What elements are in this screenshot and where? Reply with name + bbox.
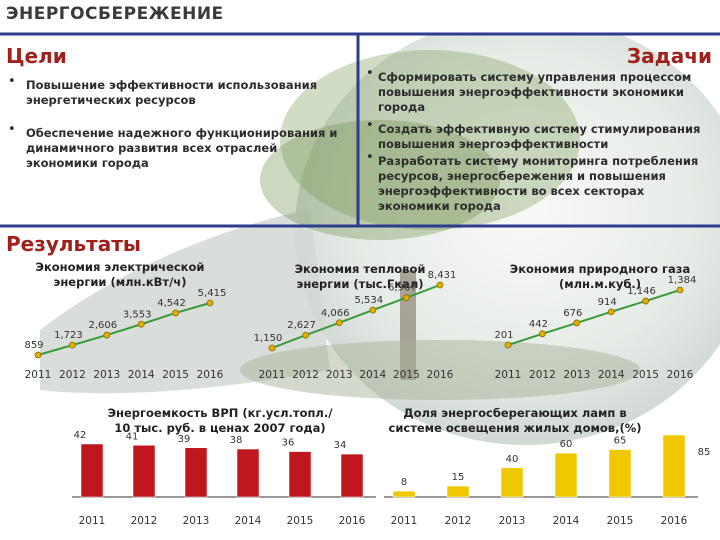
data-label-electricity: 859 (24, 340, 43, 351)
bar-value-label-energy-intensity: 39 (178, 434, 191, 445)
data-label-heat: 8,431 (428, 270, 457, 281)
x-tick-label-gas: 2015 (632, 369, 659, 381)
x-tick-label-lamp-share: 2015 (607, 515, 634, 527)
x-tick-label-energy-intensity: 2015 (287, 515, 314, 527)
data-point-gas (539, 331, 545, 337)
bar-value-label-energy-intensity: 36 (282, 438, 295, 449)
data-label-gas: 201 (494, 330, 513, 341)
data-label-heat: 5,534 (354, 295, 383, 306)
data-point-heat (370, 307, 376, 313)
bar-lamp-share (501, 468, 523, 497)
x-tick-label-energy-intensity: 2012 (131, 515, 158, 527)
bar-value-label-energy-intensity: 38 (230, 435, 243, 446)
x-tick-label-heat: 2014 (359, 369, 386, 381)
data-point-heat (437, 282, 443, 288)
bar-value-label-energy-intensity: 41 (126, 431, 139, 442)
data-point-heat (403, 295, 409, 301)
data-point-electricity (104, 332, 110, 338)
x-tick-label-electricity: 2012 (59, 369, 86, 381)
data-point-heat (303, 332, 309, 338)
data-label-heat: 2,627 (287, 320, 316, 331)
x-tick-label-lamp-share: 2012 (445, 515, 472, 527)
x-tick-label-heat: 2013 (326, 369, 353, 381)
bar-energy-intensity (341, 454, 363, 497)
data-label-electricity: 1,723 (54, 330, 83, 341)
data-label-heat: 1,150 (254, 333, 283, 344)
data-point-electricity (69, 342, 75, 348)
bar-value-label-lamp-share: 85 (698, 447, 711, 458)
data-label-heat: 4,066 (321, 308, 350, 319)
x-tick-label-energy-intensity: 2011 (79, 515, 106, 527)
x-tick-label-electricity: 2013 (93, 369, 120, 381)
data-label-gas: 442 (529, 319, 548, 330)
data-point-gas (643, 298, 649, 304)
data-point-electricity (35, 352, 41, 358)
bar-value-label-lamp-share: 60 (560, 439, 573, 450)
bar-value-label-lamp-share: 8 (401, 477, 407, 488)
data-point-electricity (138, 321, 144, 327)
x-tick-label-lamp-share: 2013 (499, 515, 526, 527)
x-tick-label-lamp-share: 2016 (661, 515, 688, 527)
bar-lamp-share (555, 453, 577, 497)
x-tick-label-electricity: 2014 (128, 369, 155, 381)
bar-lamp-share (609, 450, 631, 497)
bar-energy-intensity (81, 444, 103, 497)
x-tick-label-heat: 2011 (259, 369, 286, 381)
bar-value-label-lamp-share: 15 (452, 472, 465, 483)
bar-value-label-energy-intensity: 34 (334, 440, 347, 451)
data-label-gas: 676 (563, 308, 582, 319)
bar-value-label-lamp-share: 40 (506, 454, 519, 465)
x-tick-label-gas: 2014 (598, 369, 625, 381)
x-tick-label-gas: 2011 (495, 369, 522, 381)
x-tick-label-lamp-share: 2011 (391, 515, 418, 527)
data-label-gas: 1,384 (668, 275, 697, 286)
data-point-electricity (207, 300, 213, 306)
x-tick-label-energy-intensity: 2014 (235, 515, 262, 527)
data-point-gas (677, 287, 683, 293)
x-tick-label-heat: 2012 (292, 369, 319, 381)
data-label-electricity: 3,553 (123, 309, 152, 320)
data-label-electricity: 4,542 (157, 298, 186, 309)
x-tick-label-lamp-share: 2014 (553, 515, 580, 527)
data-label-heat: 6,967 (388, 283, 417, 294)
data-point-gas (505, 342, 511, 348)
data-point-heat (336, 320, 342, 326)
x-tick-label-electricity: 2011 (25, 369, 52, 381)
bar-value-label-lamp-share: 65 (614, 436, 627, 447)
bar-lamp-share (447, 486, 469, 497)
data-point-gas (574, 320, 580, 326)
x-tick-label-gas: 2016 (667, 369, 694, 381)
x-tick-label-heat: 2016 (427, 369, 454, 381)
bar-energy-intensity (185, 448, 207, 497)
x-tick-label-electricity: 2015 (162, 369, 189, 381)
bar-lamp-share (393, 491, 415, 497)
data-point-gas (608, 309, 614, 315)
x-tick-label-gas: 2013 (563, 369, 590, 381)
data-label-electricity: 5,415 (198, 288, 227, 299)
data-label-electricity: 2,606 (88, 320, 117, 331)
data-label-gas: 1,146 (627, 286, 656, 297)
x-tick-label-gas: 2012 (529, 369, 556, 381)
x-tick-label-heat: 2015 (393, 369, 420, 381)
data-point-electricity (173, 310, 179, 316)
data-label-gas: 914 (598, 297, 617, 308)
bar-value-label-energy-intensity: 42 (74, 430, 87, 441)
bar-lamp-share (663, 435, 685, 497)
x-tick-label-energy-intensity: 2013 (183, 515, 210, 527)
bar-energy-intensity (133, 445, 155, 497)
bar-energy-intensity (289, 452, 311, 497)
x-tick-label-energy-intensity: 2016 (339, 515, 366, 527)
bar-energy-intensity (237, 449, 259, 497)
x-tick-label-electricity: 2016 (197, 369, 224, 381)
series-line-gas (508, 290, 680, 345)
data-point-heat (269, 345, 275, 351)
